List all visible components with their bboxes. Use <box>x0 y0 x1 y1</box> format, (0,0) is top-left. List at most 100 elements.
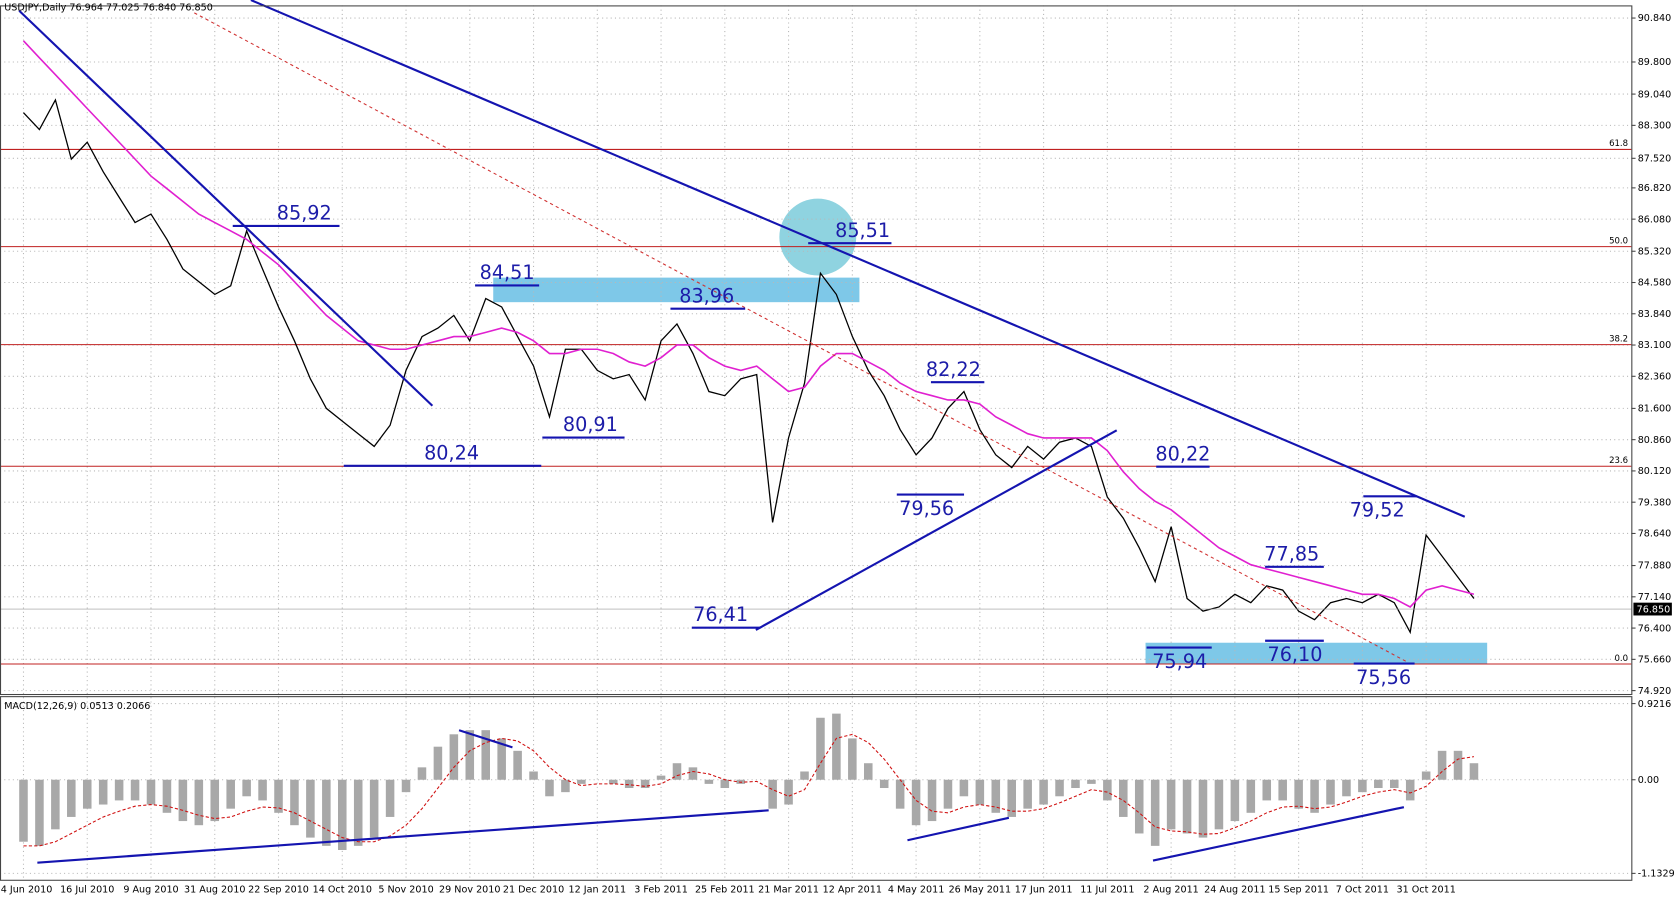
x-tick-label: 11 Jul 2011 <box>1080 885 1134 896</box>
y-tick-label: 86.820 <box>1638 183 1672 194</box>
macd-bar <box>353 779 363 846</box>
x-tick-label: 24 Aug 2011 <box>1204 885 1265 896</box>
y-tick-label: 90.840 <box>1638 13 1672 24</box>
macd-bar <box>704 779 714 784</box>
macd-bar <box>768 779 777 809</box>
level-label: 80,22 <box>1155 442 1210 465</box>
macd-bar <box>82 779 92 809</box>
macd-bar <box>1023 779 1032 809</box>
macd-bar <box>1405 779 1415 801</box>
macd-bar <box>130 779 140 801</box>
x-tick-label: 29 Nov 2010 <box>439 885 500 896</box>
macd-bar <box>959 779 969 797</box>
macd-bar <box>1071 779 1080 789</box>
macd-bar <box>640 779 650 789</box>
y-tick-label: 86.080 <box>1638 214 1672 225</box>
x-tick-label: 17 Jun 2011 <box>1015 885 1073 896</box>
fib-label: 61.8 <box>1609 139 1628 149</box>
macd-bar <box>975 779 985 805</box>
macd-bar <box>1278 779 1287 801</box>
macd-bar <box>417 767 427 780</box>
macd-bar <box>688 767 698 780</box>
macd-bar <box>67 779 76 817</box>
macd-bar <box>194 779 204 826</box>
y-tick-label: 77.880 <box>1638 561 1672 572</box>
x-tick-label: 4 May 2011 <box>888 885 944 896</box>
last-price-box <box>1633 602 1672 616</box>
x-tick-label: 2 Aug 2011 <box>1143 885 1198 896</box>
macd-bar <box>863 763 873 780</box>
macd-bar <box>210 779 220 822</box>
macd-bar <box>545 779 554 797</box>
macd-bar <box>322 779 331 846</box>
annotations: 85,92 84,51 83,96 85,51 82,22 80,24 80,91 79,56… <box>232 201 1417 689</box>
macd-bar <box>991 779 1001 813</box>
x-tick-label: 12 Jan 2011 <box>569 885 627 896</box>
level-label: 84,51 <box>480 261 535 284</box>
x-tick-label: 31 Aug 2010 <box>184 885 245 896</box>
y-tick-label: 85.320 <box>1638 246 1672 257</box>
macd-bar <box>1103 779 1112 801</box>
y-tick-label: 79.380 <box>1638 497 1672 508</box>
y-tick-label: 80.120 <box>1638 466 1672 477</box>
macd-bar <box>513 750 522 780</box>
macd-bar <box>1326 779 1335 805</box>
level-label: 77,85 <box>1264 542 1319 565</box>
fib-label: 0.0 <box>1615 654 1629 664</box>
plot: 76.850 <box>0 40 1672 850</box>
macd-bar <box>35 779 44 846</box>
support-zone <box>1145 642 1488 665</box>
macd-bar <box>1134 779 1144 834</box>
price-line <box>23 98 1475 635</box>
main-frame <box>0 5 1633 696</box>
macd-bar <box>577 779 586 784</box>
x-tick-label: 15 Sep 2011 <box>1268 885 1329 896</box>
macd-trend-line <box>37 809 769 864</box>
macd-bar <box>338 779 347 850</box>
level-label: 79,56 <box>899 497 954 520</box>
trend-line <box>250 0 1466 518</box>
y-tick-label: 78.640 <box>1638 529 1672 540</box>
macd-signal <box>23 733 1475 847</box>
y-tick-label: 81.600 <box>1638 404 1672 415</box>
macd-bar <box>1294 779 1303 809</box>
macd-bar <box>800 771 809 780</box>
macd-bar <box>401 779 411 793</box>
x-tick-label: 5 Nov 2010 <box>378 885 433 896</box>
macd-bar <box>816 717 825 780</box>
macd-bar <box>242 779 251 797</box>
macd-bar <box>19 779 28 842</box>
resistance-zone <box>493 277 860 303</box>
x-tick-label: 3 Feb 2011 <box>634 885 688 896</box>
level-label: 79,52 <box>1350 499 1405 522</box>
fib-label: 50.0 <box>1609 236 1628 246</box>
macd-bar <box>1453 750 1463 780</box>
macd-bar <box>290 779 299 826</box>
macd-bar <box>879 779 889 789</box>
y-tick-label: -1.1329 <box>1638 869 1674 880</box>
y-tick-label: 76.400 <box>1638 623 1672 634</box>
x-tick-label: 21 Mar 2011 <box>758 885 819 896</box>
highlight-zones <box>493 198 1488 665</box>
macd-bar <box>943 779 953 809</box>
macd-bar <box>114 779 124 801</box>
macd-bar <box>98 779 108 805</box>
x-tick-label: 16 Jul 2010 <box>60 885 114 896</box>
macd-bar <box>146 779 156 805</box>
macd-bar <box>927 779 937 822</box>
macd-bar <box>1007 779 1016 817</box>
fib-label: 23.6 <box>1609 456 1628 466</box>
y-tick-label: 89.800 <box>1638 57 1672 68</box>
macd-bar <box>1246 779 1256 813</box>
y-tick-label: 87.520 <box>1638 154 1672 165</box>
macd-bar <box>481 730 490 780</box>
macd-label: MACD(12,26,9) 0.0513 0.2066 <box>4 701 150 712</box>
y-tick-label: 82.360 <box>1638 371 1672 382</box>
macd-bar <box>1150 779 1160 846</box>
macd-bar <box>162 779 172 813</box>
level-label: 85,92 <box>277 201 332 224</box>
macd-bar <box>1389 779 1399 789</box>
macd-bar <box>911 779 921 826</box>
